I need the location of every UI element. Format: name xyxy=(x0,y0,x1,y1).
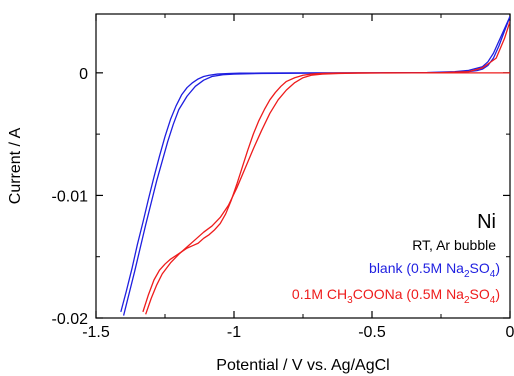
x-axis-title: Potential / V vs. Ag/AgCl xyxy=(216,357,389,374)
x-tick-label: -1.5 xyxy=(82,324,110,341)
annotation-acetate-label: 0.1M CH3COONa (0.5M Na2SO4) xyxy=(292,286,500,306)
series-line-3 xyxy=(142,72,510,313)
axis-tick-labels: -1.5 -1 -0.5 0 -0.02 -0.01 0 xyxy=(52,66,514,341)
x-tick-label: -0.5 xyxy=(358,324,386,341)
y-tick-label: -0.02 xyxy=(52,311,89,328)
series-line-1 xyxy=(120,16,510,313)
series-line-2 xyxy=(122,16,510,316)
acetate-label-sub2: 2 xyxy=(464,295,470,306)
acetate-label-mid2: SO xyxy=(470,286,490,302)
blank-label-sub4: 4 xyxy=(490,269,496,280)
y-tick-label: 0 xyxy=(79,66,88,83)
y-tick-label: -0.01 xyxy=(52,188,89,205)
acetate-label-suffix: ) xyxy=(495,286,500,302)
series-line-4 xyxy=(145,21,510,315)
annotation-ni: Ni xyxy=(477,211,496,233)
acetate-label-sub4: 4 xyxy=(490,295,496,306)
blank-label-sub2: 2 xyxy=(464,269,470,280)
annotation-conditions: RT, Ar bubble xyxy=(412,237,496,253)
axis-ticks xyxy=(95,14,511,319)
blank-label-suffix: ) xyxy=(495,260,500,276)
y-axis-title: Current / A xyxy=(7,127,24,204)
acetate-label-sub3: 3 xyxy=(347,295,353,306)
x-tick-label: 0 xyxy=(506,324,514,341)
acetate-label-mid: COONa (0.5M Na xyxy=(353,286,464,302)
blank-label-prefix: blank (0.5M Na xyxy=(369,260,464,276)
annotation-blank-label: blank (0.5M Na2SO4) xyxy=(369,260,500,280)
x-tick-label: -1 xyxy=(227,324,241,341)
acetate-label-prefix: 0.1M CH xyxy=(292,286,347,302)
blank-label-mid: SO xyxy=(470,260,490,276)
series-layer xyxy=(120,16,510,316)
